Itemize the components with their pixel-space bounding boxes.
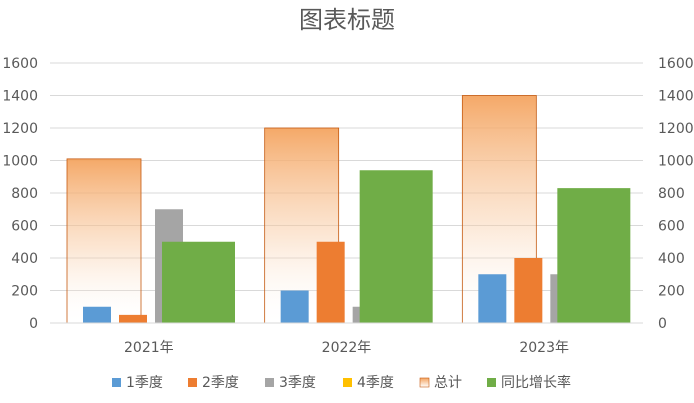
legend-item: 同比增长率 xyxy=(487,374,571,391)
y-tick-label-right: 1200 xyxy=(658,121,694,137)
bar-total-1 xyxy=(66,158,142,324)
x-tick-label: 2021年 xyxy=(124,340,174,356)
y-tick-label-right: 0 xyxy=(658,316,667,332)
bar-q1-2 xyxy=(280,290,309,323)
legend-item: 2季度 xyxy=(188,375,239,391)
legend-swatch xyxy=(343,378,352,387)
y-tick-label-right: 1400 xyxy=(658,89,694,105)
y-axis-right: 0 200 400 600 800 1000 1200 1400 1600 xyxy=(658,56,694,332)
y-tick-label-right: 1000 xyxy=(658,154,694,170)
legend-swatch xyxy=(112,378,121,387)
bars xyxy=(66,95,631,324)
y-tick-label-right: 200 xyxy=(658,284,685,300)
y-tick-label-left: 0 xyxy=(29,316,38,332)
bar-q2-1 xyxy=(119,314,147,323)
y-tick-label-left: 1200 xyxy=(2,121,38,137)
y-axis-left: 0 200 400 600 800 1000 1200 1400 1600 xyxy=(2,56,38,332)
y-tick-label-left: 1400 xyxy=(2,89,38,105)
bar-growth-rate-2 xyxy=(359,170,433,323)
legend-label: 2季度 xyxy=(202,375,239,391)
y-tick-label-right: 600 xyxy=(658,219,685,235)
y-tick-label-left: 1600 xyxy=(2,56,38,72)
bar-q1-1 xyxy=(83,306,111,323)
bar-q2-3 xyxy=(514,258,543,323)
y-tick-label-left: 400 xyxy=(11,251,38,267)
legend-label: 3季度 xyxy=(279,375,316,391)
bar-growth-rate-1 xyxy=(162,241,235,323)
y-tick-label-left: 1000 xyxy=(2,154,38,170)
x-axis-labels: 2021年 2022年 2023年 xyxy=(124,340,569,356)
y-tick-label-left: 600 xyxy=(11,219,38,235)
y-tick-label-right: 400 xyxy=(658,251,685,267)
y-tick-label-left: 800 xyxy=(11,186,38,202)
x-tick-label: 2023年 xyxy=(519,340,569,356)
legend-item: 4季度 xyxy=(343,375,394,391)
legend-item: 1季度 xyxy=(112,375,163,391)
bar-q1-3 xyxy=(478,274,507,323)
chart-title: 图表标题 xyxy=(299,6,395,34)
legend-swatch xyxy=(188,378,197,387)
y-tick-label-right: 800 xyxy=(658,186,685,202)
legend-swatch xyxy=(419,377,430,388)
legend-label: 同比增长率 xyxy=(501,374,571,391)
legend-label: 总计 xyxy=(434,375,462,391)
y-tick-label-right: 1600 xyxy=(658,56,694,72)
y-tick-label-left: 200 xyxy=(11,284,38,300)
legend-item: 3季度 xyxy=(265,375,316,391)
legend: 1季度 2季度 3季度 4季度 总计 同比增长率 xyxy=(112,374,571,391)
legend-label: 4季度 xyxy=(357,375,394,391)
bar-growth-rate-3 xyxy=(557,188,631,323)
legend-item: 总计 xyxy=(419,375,462,391)
x-tick-label: 2022年 xyxy=(322,340,372,356)
legend-label: 1季度 xyxy=(126,375,163,391)
bar-q2-2 xyxy=(316,241,345,323)
gridlines xyxy=(50,62,643,291)
legend-swatch xyxy=(487,378,496,387)
legend-swatch xyxy=(265,378,274,387)
